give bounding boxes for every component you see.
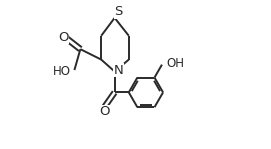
Text: OH: OH bbox=[166, 57, 185, 70]
Text: N: N bbox=[114, 63, 123, 77]
Text: S: S bbox=[114, 5, 122, 18]
Text: O: O bbox=[99, 105, 109, 118]
Text: HO: HO bbox=[53, 65, 71, 78]
Text: O: O bbox=[58, 31, 69, 44]
